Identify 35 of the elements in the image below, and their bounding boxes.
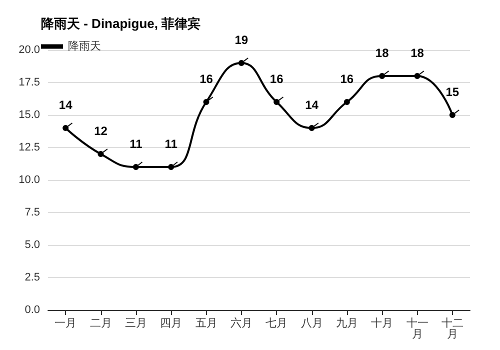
data-label: 12 (94, 124, 108, 138)
y-tick-label: 0.0 (24, 304, 40, 316)
x-tick-label: 十月 (371, 316, 394, 330)
data-label: 18 (375, 46, 390, 60)
x-tick-label: 八月 (300, 318, 323, 330)
y-tick-label: 15.0 (18, 109, 40, 121)
data-label: 14 (305, 98, 319, 112)
y-tick-label: 5.0 (24, 239, 40, 251)
data-label: 15 (446, 85, 460, 99)
x-tick-label: 九月 (336, 316, 358, 330)
data-label: 16 (270, 72, 284, 86)
x-tick-label: 五月 (195, 318, 218, 330)
x-tick-label: 四月 (160, 318, 182, 330)
y-tick-label: 12.5 (18, 142, 40, 154)
data-label: 19 (234, 33, 248, 47)
x-tick-label: 六月 (230, 316, 252, 330)
data-label: 11 (130, 137, 143, 151)
data-label: 14 (58, 98, 73, 112)
y-tick-label: 10.0 (18, 174, 40, 186)
data-label: 16 (200, 72, 214, 86)
y-tick-label: 7.5 (24, 206, 40, 218)
x-tick-label: 一月 (54, 318, 77, 330)
x-tick-label: 三月 (124, 318, 147, 330)
x-tick-label: 七月 (266, 316, 288, 330)
x-tick-label: 十二月 (441, 316, 464, 340)
chart-title: 降雨天 - Dinapigue, 菲律宾 (41, 16, 201, 31)
y-tick-label: 2.5 (24, 272, 40, 284)
data-label: 16 (340, 72, 354, 86)
y-tick-label: 20.0 (18, 44, 40, 56)
legend-label: 降雨天 (68, 40, 101, 52)
x-tick-label: 十一月 (406, 316, 428, 340)
data-label: 18 (410, 46, 424, 60)
x-tick-label: 二月 (90, 318, 112, 330)
y-tick-label: 17.5 (18, 76, 40, 88)
data-label: 11 (164, 137, 178, 151)
